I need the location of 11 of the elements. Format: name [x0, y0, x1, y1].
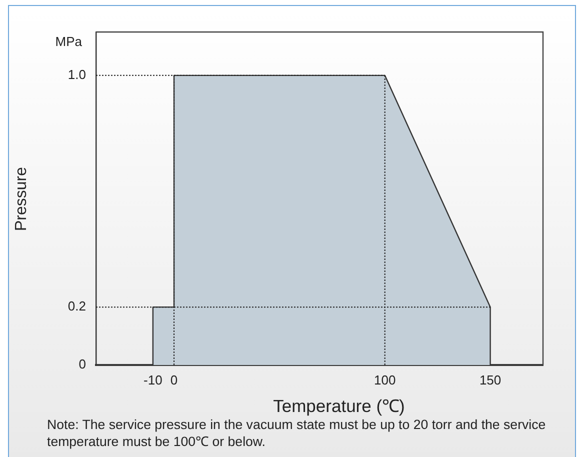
y-tick-label: 1.0: [68, 67, 86, 82]
x-tick-label: 100: [374, 372, 396, 388]
text: MPa: [55, 34, 82, 49]
x-tick-label: -10: [144, 372, 162, 388]
x-tick-label: 150: [479, 372, 502, 388]
text: Note: The service pressure in the vacuum state must be up to 20 torr and the service temperature must be 100℃ or below.: [47, 416, 547, 450]
y-tick-label: 0: [78, 356, 86, 372]
x-tick-label: 0: [170, 372, 178, 388]
y-axis-title: Pressure: [13, 166, 31, 231]
y-tick-label: 0.2: [68, 298, 86, 314]
x-axis-title: Temperature (℃): [273, 395, 405, 417]
